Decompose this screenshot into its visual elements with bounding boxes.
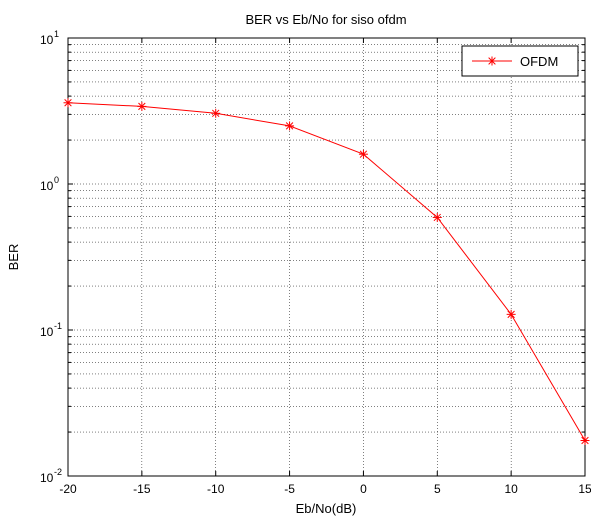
y-tick-label-exp: -2 bbox=[54, 467, 62, 477]
series-group bbox=[63, 98, 590, 446]
x-axis-label: Eb/No(dB) bbox=[296, 501, 357, 516]
y-tick-label-base: 10 bbox=[40, 325, 54, 339]
y-tick-label-exp: 0 bbox=[54, 175, 59, 185]
y-tick-label: 10 -2 bbox=[40, 467, 62, 485]
data-point bbox=[358, 149, 368, 159]
y-tick-label-exp: 1 bbox=[54, 29, 59, 39]
x-tick-labels: -20 -15 -10 -5 0 5 10 15 bbox=[59, 482, 591, 496]
data-point bbox=[211, 108, 221, 118]
plot-area bbox=[68, 38, 585, 476]
chart-title: BER vs Eb/No for siso ofdm bbox=[245, 12, 406, 27]
x-tick-label: 10 bbox=[504, 482, 518, 496]
x-tick-label: -20 bbox=[59, 482, 77, 496]
marker-stroke bbox=[285, 122, 294, 130]
x-tick-label: 0 bbox=[360, 482, 367, 496]
ticks bbox=[67, 38, 586, 477]
y-tick-label-base: 10 bbox=[40, 179, 54, 193]
legend-label: OFDM bbox=[520, 54, 558, 69]
data-point bbox=[285, 121, 295, 131]
y-axis-label: BER bbox=[6, 244, 21, 271]
y-tick-label-base: 10 bbox=[40, 471, 54, 485]
x-tick-label: -15 bbox=[133, 482, 151, 496]
marker-stroke bbox=[211, 109, 220, 118]
plot-frame bbox=[67, 37, 586, 477]
data-point bbox=[580, 436, 590, 446]
data-point bbox=[137, 101, 147, 111]
y-tick-label: 10 1 bbox=[40, 29, 59, 47]
y-tick-label: 10 -1 bbox=[40, 321, 62, 339]
marker-stroke bbox=[64, 99, 72, 107]
y-tick-label-exp: -1 bbox=[54, 321, 62, 331]
marker-stroke bbox=[433, 213, 442, 222]
y-tick-label: 10 0 bbox=[40, 175, 59, 193]
x-tick-label: -10 bbox=[207, 482, 225, 496]
data-point bbox=[432, 212, 442, 222]
data-point bbox=[506, 309, 516, 319]
x-tick-label: -5 bbox=[284, 482, 295, 496]
x-tick-label: 5 bbox=[434, 482, 441, 496]
series-line-ofdm bbox=[67, 102, 586, 441]
marker-stroke bbox=[581, 436, 589, 445]
legend-marker-symbol bbox=[487, 56, 497, 66]
marker-stroke bbox=[488, 57, 496, 65]
marker-stroke bbox=[359, 150, 368, 158]
marker-stroke bbox=[138, 102, 146, 111]
data-point bbox=[63, 98, 73, 108]
x-tick-label: 15 bbox=[578, 482, 591, 496]
y-tick-label-base: 10 bbox=[40, 33, 54, 47]
marker-stroke bbox=[507, 310, 515, 319]
legend-marker bbox=[487, 56, 497, 66]
legend: OFDM bbox=[461, 45, 579, 77]
